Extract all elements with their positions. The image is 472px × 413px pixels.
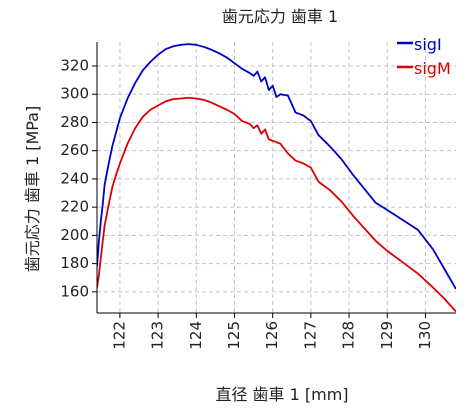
x-tick-label: 129 <box>378 321 396 350</box>
x-tick-label: 123 <box>149 321 167 350</box>
legend-label-sigI: sigI <box>414 35 442 54</box>
x-tick-label: 127 <box>301 321 319 350</box>
grid <box>97 42 456 313</box>
legend-label-sigM: sigM <box>414 59 451 78</box>
x-tick-label: 130 <box>416 321 434 350</box>
y-tick-label: 180 <box>60 254 89 272</box>
x-tick-label: 125 <box>225 321 243 350</box>
series-line-sigI <box>97 43 456 290</box>
chart-title: 歯元応力 歯車 1 <box>222 7 338 26</box>
x-axis-title: 直径 歯車 1 [mm] <box>215 385 348 404</box>
series-group <box>97 43 456 313</box>
x-tick-label: 124 <box>187 321 205 350</box>
y-tick-label: 280 <box>60 113 89 131</box>
y-tick-label: 300 <box>60 85 89 103</box>
tick-labels: 122 123 124 125 126 127 128 129 130 160 180 200 220 2… <box>60 56 434 349</box>
y-tick-label: 220 <box>60 198 89 216</box>
series-line-sigM <box>97 96 456 313</box>
y-axis-title: 歯元応力 歯車 1 [MPa] <box>23 106 42 272</box>
y-tick-label: 200 <box>60 226 89 244</box>
y-tick-label: 320 <box>60 56 89 74</box>
legend: sigI sigM <box>397 35 451 78</box>
y-tick-label: 160 <box>60 282 89 300</box>
y-tick-label: 260 <box>60 141 89 159</box>
y-tick-label: 240 <box>60 169 89 187</box>
x-tick-label: 128 <box>340 321 358 350</box>
axes <box>92 42 456 318</box>
x-tick-label: 126 <box>263 321 281 350</box>
x-tick-label: 122 <box>110 321 128 350</box>
